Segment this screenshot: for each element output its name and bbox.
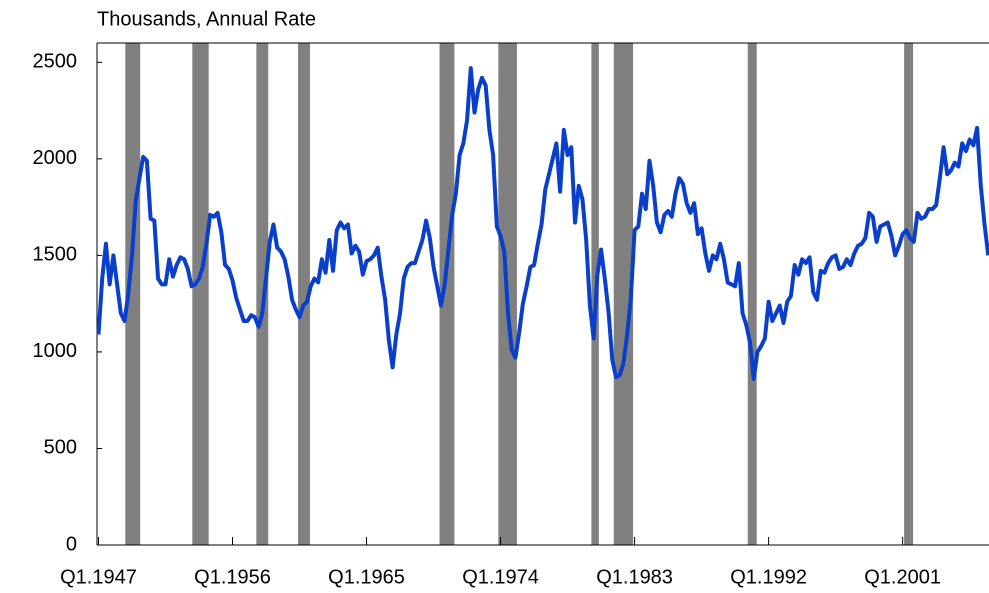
x-tick-label: Q1.1983 (596, 566, 673, 588)
recession-band (439, 43, 455, 545)
x-tick-label: Q1.2001 (864, 566, 941, 588)
x-tick-label: Q1.1956 (194, 566, 271, 588)
y-tick-label: 0 (66, 533, 77, 555)
y-tick-label: 2500 (33, 51, 78, 73)
recession-band (125, 43, 141, 545)
recession-band (613, 43, 634, 545)
y-tick-label: 1500 (33, 244, 78, 266)
recession-band (747, 43, 757, 545)
x-tick-label: Q1.1947 (60, 566, 137, 588)
y-tick-label: 2000 (33, 147, 78, 169)
chart-subtitle: Thousands, Annual Rate (97, 8, 316, 30)
x-tick-label: Q1.1992 (730, 566, 807, 588)
series-line (96, 66, 989, 381)
recession-band (298, 43, 310, 545)
x-tick-label: Q1.1974 (462, 566, 539, 588)
x-tick-label: Q1.1965 (328, 566, 405, 588)
y-tick-label: 500 (44, 437, 77, 459)
y-tick-label: 1000 (33, 340, 78, 362)
recession-band (904, 43, 914, 545)
recession-band (256, 43, 269, 545)
recession-band (192, 43, 209, 545)
